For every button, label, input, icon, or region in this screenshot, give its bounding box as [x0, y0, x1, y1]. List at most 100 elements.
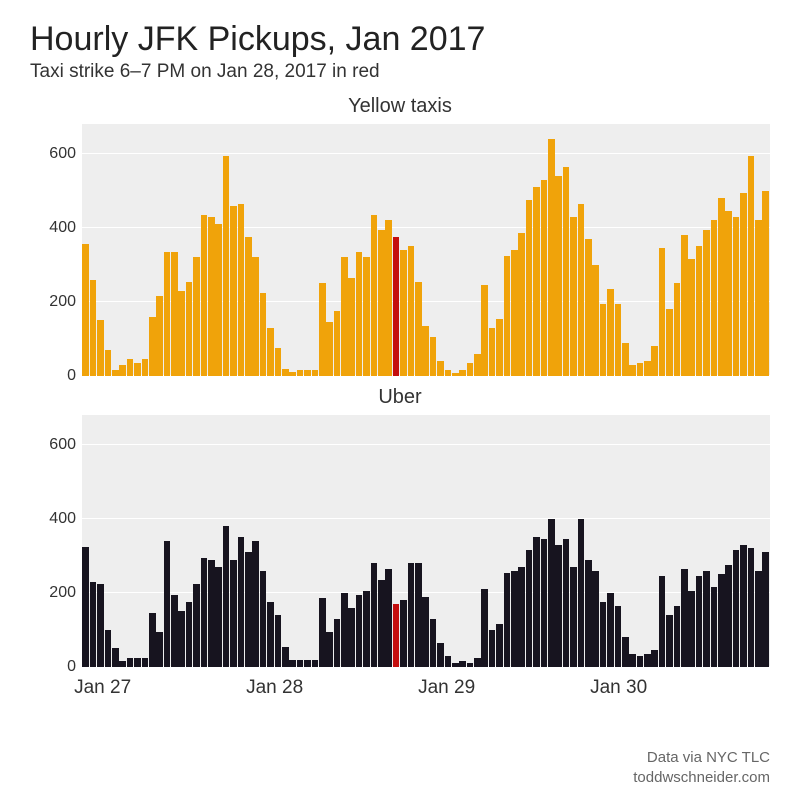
bar [289, 660, 296, 667]
bar [193, 584, 200, 667]
bar [666, 615, 673, 667]
panel-yellow-taxis: Yellow taxis0200400600 [30, 95, 770, 376]
bar [555, 545, 562, 667]
bar [215, 567, 222, 667]
panel-uber: Uber 0200400600 [30, 386, 770, 667]
bar [563, 539, 570, 667]
bar [637, 363, 644, 376]
bar [164, 541, 171, 667]
bar [178, 291, 185, 376]
bar [260, 293, 267, 376]
bar [622, 637, 629, 667]
x-tick: Jan 29 [418, 677, 475, 699]
bar [415, 563, 422, 667]
bar [356, 595, 363, 667]
bar [585, 560, 592, 667]
bar [703, 230, 710, 376]
bar [688, 259, 695, 376]
y-axis: 0200400600 [30, 415, 82, 667]
bar [275, 615, 282, 667]
bar [90, 280, 97, 376]
bar [127, 359, 134, 376]
bar [112, 370, 119, 376]
bar [238, 537, 245, 667]
bar [267, 602, 274, 667]
bar [533, 187, 540, 376]
bar [748, 156, 755, 377]
bar [201, 558, 208, 667]
bar [267, 328, 274, 376]
bar [275, 348, 282, 376]
bar [422, 597, 429, 667]
y-tick: 400 [49, 219, 76, 237]
bar [711, 220, 718, 376]
bar [282, 647, 289, 667]
bar [651, 346, 658, 376]
bar [260, 571, 267, 667]
bar [82, 244, 89, 376]
bar [600, 602, 607, 667]
bar [711, 587, 718, 667]
bar [156, 632, 163, 667]
bar [415, 282, 422, 377]
bar [518, 567, 525, 667]
bar [563, 167, 570, 376]
panel-title: Uber [30, 386, 770, 409]
bar [312, 370, 319, 376]
bar [304, 660, 311, 667]
bar [304, 370, 311, 376]
bar [740, 545, 747, 667]
bar [90, 582, 97, 667]
bar [629, 365, 636, 376]
bar [600, 304, 607, 376]
bar [171, 252, 178, 376]
bar [681, 235, 688, 376]
bar [622, 343, 629, 376]
bar [541, 180, 548, 376]
bar [208, 560, 215, 667]
bar [725, 565, 732, 667]
chart-title: Hourly JFK Pickups, Jan 2017 [30, 20, 770, 59]
bar [467, 363, 474, 376]
bar [363, 591, 370, 667]
bar [134, 658, 141, 667]
bar [762, 552, 769, 667]
bar [578, 204, 585, 376]
bar [245, 237, 252, 376]
bar [385, 569, 392, 667]
bar-highlight [393, 237, 400, 376]
bar [533, 537, 540, 667]
bar [762, 191, 769, 376]
bar [541, 539, 548, 667]
bar [666, 309, 673, 376]
bar [252, 257, 259, 376]
bar [585, 239, 592, 376]
bar [688, 591, 695, 667]
bar [119, 661, 126, 667]
chart-subtitle: Taxi strike 6–7 PM on Jan 28, 2017 in re… [30, 61, 770, 83]
y-tick: 0 [67, 658, 76, 676]
x-tick: Jan 30 [590, 677, 647, 699]
bar [178, 611, 185, 667]
bar [223, 526, 230, 667]
bar [615, 304, 622, 376]
bar [127, 658, 134, 667]
bar [445, 656, 452, 667]
bar [548, 519, 555, 667]
bar [644, 361, 651, 376]
bar [112, 648, 119, 667]
credits-line-2: toddwschneider.com [633, 768, 770, 788]
bar [474, 658, 481, 667]
bar [105, 630, 112, 667]
bar [245, 552, 252, 667]
bar [378, 230, 385, 376]
bar [371, 215, 378, 376]
plot-area [82, 415, 770, 667]
bar [193, 257, 200, 376]
y-tick: 200 [49, 293, 76, 311]
bar [629, 654, 636, 667]
bar [748, 548, 755, 667]
bar [400, 600, 407, 667]
bar [97, 584, 104, 667]
bar [171, 595, 178, 667]
